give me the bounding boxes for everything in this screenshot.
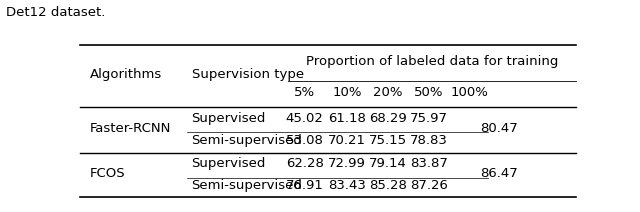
Text: 62.28: 62.28 [285, 157, 324, 170]
Text: 79.14: 79.14 [369, 157, 407, 170]
Text: 83.87: 83.87 [410, 157, 447, 170]
Text: 100%: 100% [451, 86, 488, 99]
Text: Supervised: Supervised [191, 112, 266, 125]
Text: 5%: 5% [294, 86, 316, 99]
Text: 75.97: 75.97 [410, 112, 448, 125]
Text: 85.28: 85.28 [369, 179, 407, 192]
Text: 20%: 20% [373, 86, 403, 99]
Text: Supervision type: Supervision type [191, 68, 304, 81]
Text: 50%: 50% [414, 86, 444, 99]
Text: 80.47: 80.47 [480, 122, 518, 135]
Text: 61.18: 61.18 [328, 112, 366, 125]
Text: Supervised: Supervised [191, 157, 266, 170]
Text: Det12 dataset.: Det12 dataset. [6, 6, 106, 19]
Text: 45.02: 45.02 [285, 112, 324, 125]
Text: FCOS: FCOS [90, 167, 125, 180]
Text: 10%: 10% [332, 86, 362, 99]
Text: 76.91: 76.91 [285, 179, 324, 192]
Text: Semi-supervised: Semi-supervised [191, 179, 303, 192]
Text: Semi-supervised: Semi-supervised [191, 134, 303, 147]
Text: 72.99: 72.99 [328, 157, 366, 170]
Text: 86.47: 86.47 [480, 167, 518, 180]
Text: 87.26: 87.26 [410, 179, 447, 192]
Text: Proportion of labeled data for training: Proportion of labeled data for training [306, 55, 558, 68]
Text: 53.08: 53.08 [285, 134, 324, 147]
Text: 78.83: 78.83 [410, 134, 447, 147]
Text: 75.15: 75.15 [369, 134, 407, 147]
Text: 68.29: 68.29 [369, 112, 407, 125]
Text: Faster-RCNN: Faster-RCNN [90, 122, 172, 135]
Text: 70.21: 70.21 [328, 134, 366, 147]
Text: 83.43: 83.43 [328, 179, 366, 192]
Text: Algorithms: Algorithms [90, 68, 162, 81]
